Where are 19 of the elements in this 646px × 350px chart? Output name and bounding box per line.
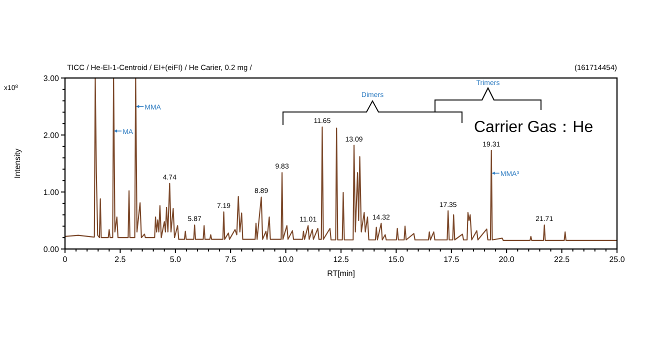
x-tick-label: 22.5 [554, 255, 570, 264]
x-tick-label: 20.0 [498, 255, 515, 264]
y-tick-label: 2.00 [43, 131, 60, 140]
x-tick-label: 25.0 [609, 255, 626, 264]
x-tick-label: 0 [62, 255, 68, 264]
x-tick-label: 2.5 [114, 255, 126, 264]
y-axis-title: Intensity [13, 148, 22, 178]
x-tick-label: 10.0 [278, 255, 294, 264]
x-tick-label: 17.5 [444, 255, 460, 264]
y-tick-label: 0.00 [43, 245, 60, 254]
y-tick-label: 3.00 [43, 74, 60, 83]
x-tick-label: 15.0 [388, 255, 405, 264]
x-axis-title: RT[min] [327, 269, 355, 278]
y-tick-label: 1.00 [43, 188, 60, 197]
annotation: Carrier Gas：He [474, 119, 594, 136]
line-series [64, 77, 618, 241]
x-tick-label: 5.0 [170, 255, 182, 264]
x-tick-label: 12.5 [333, 255, 350, 264]
x-tick-label: 7.5 [225, 255, 237, 264]
